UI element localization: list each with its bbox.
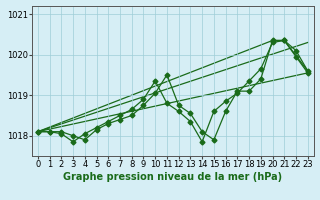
X-axis label: Graphe pression niveau de la mer (hPa): Graphe pression niveau de la mer (hPa): [63, 172, 282, 182]
